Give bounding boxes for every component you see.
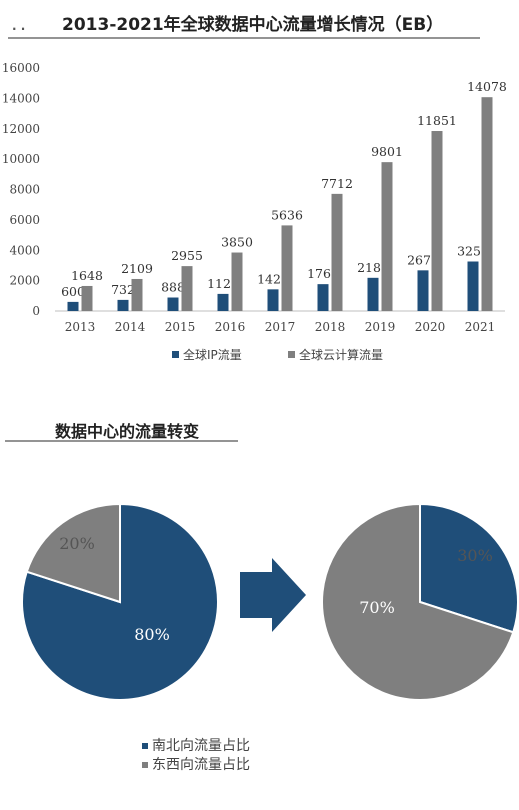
y-tick-label: 12000 <box>2 122 40 136</box>
bar-value-label: 11851 <box>417 113 457 128</box>
x-tick-label: 2020 <box>415 320 446 334</box>
pie-slice-label: 30% <box>457 546 493 565</box>
legend-swatch <box>142 762 148 768</box>
bar-ip-traffic <box>367 277 379 311</box>
bar-cloud-traffic <box>181 266 193 311</box>
bar-cloud-traffic <box>381 162 393 311</box>
y-tick-label: 4000 <box>9 243 40 257</box>
legend-label: 东西向流量占比 <box>152 757 250 773</box>
bar-chart: . . 2013-2021年全球数据中心流量增长情况（EB） 0 2000 4000… <box>2 14 507 362</box>
bar-value-label: 600 <box>61 284 85 299</box>
title-dots: . . <box>12 19 25 33</box>
legend-swatch <box>288 351 295 358</box>
bar-cloud-traffic <box>331 193 343 311</box>
legend-swatch <box>142 743 148 749</box>
pie-slice-label: 80% <box>134 625 170 644</box>
bar-legend: 全球IP流量 全球云计算流量 <box>172 347 383 362</box>
bar-ip-traffic <box>267 289 279 311</box>
y-tick-label: 16000 <box>2 61 40 75</box>
y-tick-label: 10000 <box>2 152 40 166</box>
bar-cloud-traffic <box>231 252 243 311</box>
bar-cloud-traffic <box>81 285 93 311</box>
bar-value-label: 7712 <box>321 176 353 191</box>
bar-cloud-traffic <box>431 131 443 311</box>
bar-value-label: 2109 <box>121 261 153 276</box>
legend-label: 南北向流量占比 <box>152 738 250 754</box>
bar-value-label: 2185 <box>357 260 389 275</box>
bar-value-label: 14078 <box>467 79 507 94</box>
bar-value-label: 5636 <box>271 207 303 222</box>
x-tick-label: 2014 <box>115 320 146 334</box>
bar-value-label: 888 <box>161 280 185 295</box>
x-tick-label: 2015 <box>165 320 196 334</box>
transition-arrow-icon <box>240 558 306 632</box>
x-tick-label: 2021 <box>465 320 496 334</box>
legend-swatch <box>172 351 179 358</box>
bar-value-label: 1426 <box>257 271 289 286</box>
bar-value-label: 732 <box>111 282 135 297</box>
bar-ip-traffic <box>467 261 479 311</box>
x-tick-label: 2019 <box>365 320 396 334</box>
bar-ip-traffic <box>417 270 429 311</box>
pie-slice-north-south <box>419 502 519 634</box>
bar-value-label: 2677 <box>407 252 439 267</box>
pie-slice-north-south <box>21 502 219 701</box>
legend-label: 全球云计算流量 <box>299 347 383 362</box>
bar-ip-traffic <box>167 297 179 311</box>
x-tick-label: 2017 <box>265 320 296 334</box>
x-tick-label: 2013 <box>65 320 96 334</box>
bar-value-label: 2955 <box>171 248 203 263</box>
pie-slice-east-west <box>25 502 121 604</box>
legend-label: 全球IP流量 <box>183 347 242 362</box>
pies: 80% 20% 30% 70% <box>21 502 519 701</box>
pie-slice-label: 70% <box>359 598 395 617</box>
bar-value-label: 3850 <box>221 235 253 250</box>
bar-ip-traffic <box>117 299 129 311</box>
bar-cloud-traffic <box>481 97 493 312</box>
bar-ip-traffic <box>217 293 229 311</box>
bar-value-label: 3259 <box>457 244 489 259</box>
y-tick-label: 0 <box>32 304 40 318</box>
bar-ip-traffic <box>67 301 79 311</box>
x-tick-label: 2018 <box>315 320 346 334</box>
bar-plot-area: 0 2000 4000 6000 8000 10000 12000 14000 16000 600… <box>2 61 507 334</box>
y-tick-label: 8000 <box>9 183 40 197</box>
pie-slice-east-west <box>321 502 515 701</box>
bar-cloud-traffic <box>131 278 143 311</box>
y-tick-label: 6000 <box>9 213 40 227</box>
pie-section-title: 数据中心的流量转变 <box>55 422 199 441</box>
x-tick-label: 2016 <box>215 320 246 334</box>
y-tick-label: 14000 <box>2 91 40 105</box>
bar-ip-traffic <box>317 284 329 311</box>
bar-cloud-traffic <box>281 225 293 311</box>
bar-value-label: 1648 <box>71 268 103 283</box>
bar-value-label: 1126 <box>207 276 239 291</box>
bar-value-label: 9801 <box>371 144 403 159</box>
pie-slice-label: 20% <box>59 534 95 553</box>
bar-chart-title: 2013-2021年全球数据中心流量增长情况（EB） <box>62 14 443 35</box>
y-tick-label: 2000 <box>9 274 40 288</box>
bar-value-label: 1768 <box>307 266 339 281</box>
